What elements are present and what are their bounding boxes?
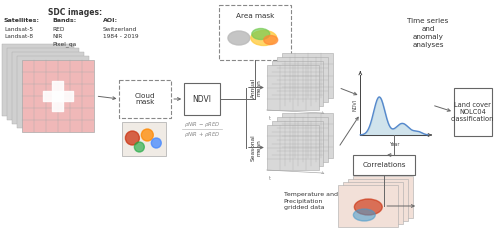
- FancyBboxPatch shape: [276, 57, 328, 102]
- FancyBboxPatch shape: [120, 80, 171, 118]
- FancyBboxPatch shape: [7, 48, 78, 120]
- Ellipse shape: [252, 29, 270, 40]
- Circle shape: [126, 131, 140, 145]
- Text: Bands:: Bands:: [53, 18, 77, 23]
- Text: t: t: [269, 116, 271, 121]
- FancyBboxPatch shape: [454, 88, 492, 136]
- Circle shape: [134, 142, 144, 152]
- FancyBboxPatch shape: [354, 155, 415, 175]
- FancyBboxPatch shape: [282, 53, 334, 98]
- Text: Time series
and
anomaly
analyses: Time series and anomaly analyses: [408, 18, 449, 48]
- FancyBboxPatch shape: [2, 44, 74, 116]
- FancyBboxPatch shape: [184, 83, 220, 115]
- FancyBboxPatch shape: [272, 121, 324, 166]
- FancyBboxPatch shape: [276, 117, 328, 162]
- Ellipse shape: [251, 30, 276, 45]
- FancyBboxPatch shape: [22, 60, 94, 132]
- Text: Seasonal
mean: Seasonal mean: [251, 134, 262, 161]
- Text: Satellites:: Satellites:: [4, 18, 40, 23]
- Text: NDVI: NDVI: [192, 95, 212, 103]
- Text: Area mask: Area mask: [236, 13, 274, 19]
- FancyBboxPatch shape: [354, 176, 413, 218]
- FancyBboxPatch shape: [338, 185, 398, 227]
- Circle shape: [142, 129, 154, 141]
- Text: RED
NIR
Pixel_qa: RED NIR Pixel_qa: [53, 27, 77, 47]
- FancyBboxPatch shape: [267, 125, 318, 170]
- Text: $\rho$NIR $+$ $\rho$RED: $\rho$NIR $+$ $\rho$RED: [184, 130, 220, 139]
- Ellipse shape: [354, 199, 382, 215]
- Circle shape: [152, 138, 162, 148]
- Text: Cloud
mask: Cloud mask: [135, 92, 156, 106]
- FancyBboxPatch shape: [272, 61, 324, 106]
- Ellipse shape: [264, 36, 278, 44]
- Text: Year: Year: [389, 142, 400, 147]
- Text: SDC images:: SDC images:: [48, 8, 102, 17]
- Text: Landsat-5
Landsat-8: Landsat-5 Landsat-8: [4, 27, 33, 39]
- FancyBboxPatch shape: [267, 65, 318, 110]
- FancyBboxPatch shape: [344, 182, 403, 224]
- Text: AOI:: AOI:: [102, 18, 118, 23]
- FancyBboxPatch shape: [12, 52, 84, 124]
- Text: $\rho$NIR $-$ $\rho$RED: $\rho$NIR $-$ $\rho$RED: [184, 120, 220, 129]
- FancyBboxPatch shape: [282, 113, 334, 158]
- FancyBboxPatch shape: [219, 5, 290, 60]
- Ellipse shape: [228, 31, 250, 45]
- Text: Annual
mean: Annual mean: [251, 77, 262, 98]
- Text: t: t: [269, 176, 271, 181]
- FancyBboxPatch shape: [122, 122, 166, 156]
- Text: Switzerland
1984 - 2019: Switzerland 1984 - 2019: [102, 27, 138, 39]
- Text: Correlations: Correlations: [362, 162, 406, 168]
- Text: Temperature and
Precipitation
gridded data: Temperature and Precipitation gridded da…: [284, 192, 338, 210]
- Ellipse shape: [354, 209, 376, 221]
- FancyBboxPatch shape: [348, 179, 408, 221]
- Text: NDVI: NDVI: [352, 99, 358, 111]
- Text: Land cover
NOLC04
classification: Land cover NOLC04 classification: [451, 102, 494, 122]
- FancyBboxPatch shape: [17, 56, 88, 128]
